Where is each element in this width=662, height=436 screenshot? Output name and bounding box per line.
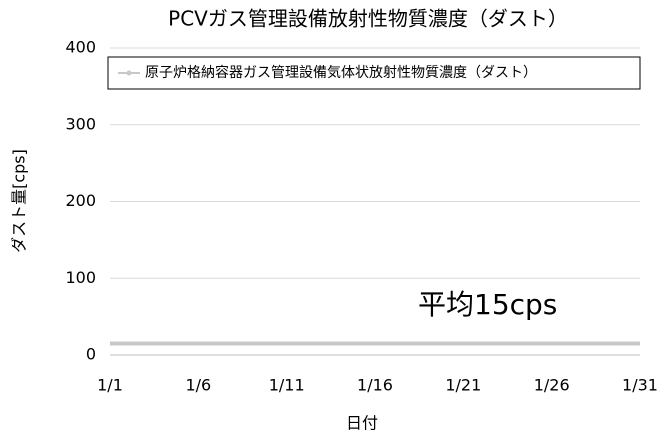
x-tick-label: 1/16 [357, 376, 393, 395]
y-tick-label: 300 [65, 114, 96, 133]
y-tick-label: 100 [65, 268, 96, 287]
legend-marker [126, 70, 132, 76]
x-tick-label: 1/26 [534, 376, 570, 395]
x-tick-label: 1/31 [622, 376, 658, 395]
chart-title: PCVガス管理設備放射性物質濃度（ダスト） [168, 7, 568, 31]
legend-label: 原子炉格納容器ガス管理設備気体状放射性物質濃度（ダスト） [145, 64, 537, 81]
y-tick-label: 0 [86, 345, 96, 364]
x-tick-label: 1/21 [445, 376, 481, 395]
x-axis-label: 日付 [346, 414, 378, 433]
legend-box [107, 56, 641, 90]
x-tick-label: 1/6 [185, 376, 211, 395]
x-tick-label: 1/11 [269, 376, 305, 395]
y-tick-label: 400 [65, 38, 96, 57]
x-tick-label: 1/1 [97, 376, 123, 395]
annotation: 平均15cps [418, 288, 557, 321]
y-tick-label: 200 [65, 191, 96, 210]
y-axis-label: ダスト量[cps] [10, 149, 29, 253]
